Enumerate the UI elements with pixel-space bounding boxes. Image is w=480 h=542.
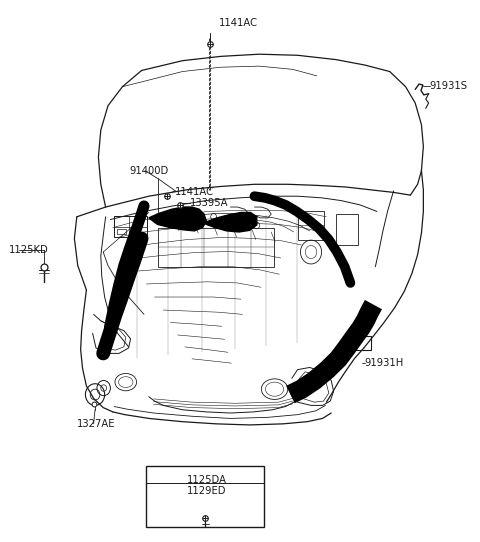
Text: 91931S: 91931S xyxy=(430,81,468,91)
Text: 1327AE: 1327AE xyxy=(77,419,115,429)
Bar xyxy=(130,229,138,234)
Bar xyxy=(298,211,324,240)
Bar xyxy=(117,229,126,234)
Text: 1141AC: 1141AC xyxy=(218,18,257,28)
Bar xyxy=(114,216,147,237)
Text: 1129ED: 1129ED xyxy=(187,486,227,495)
Text: 91400D: 91400D xyxy=(130,166,169,176)
Polygon shape xyxy=(205,212,257,232)
Text: 1125DA: 1125DA xyxy=(187,475,227,485)
Bar xyxy=(336,214,358,245)
Bar xyxy=(355,336,371,350)
Bar xyxy=(146,466,264,527)
Text: 1141AC: 1141AC xyxy=(175,188,214,197)
Bar xyxy=(158,228,274,267)
Text: 13395A: 13395A xyxy=(190,198,228,208)
Text: 1125KD: 1125KD xyxy=(9,246,48,255)
Polygon shape xyxy=(149,207,206,231)
Text: 91931H: 91931H xyxy=(365,358,404,368)
